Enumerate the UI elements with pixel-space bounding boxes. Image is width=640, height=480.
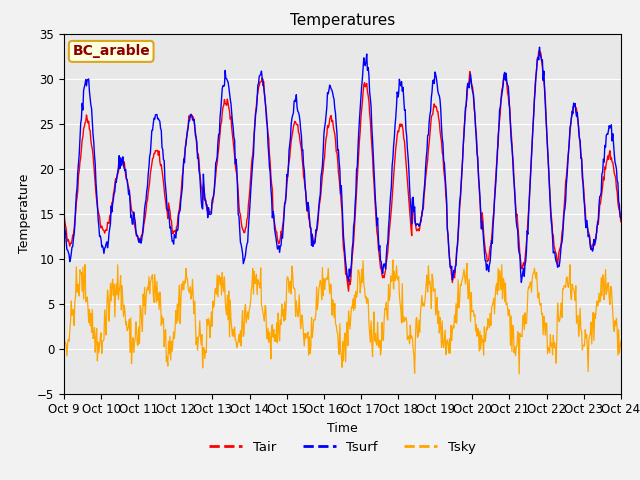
Tsurf — [60, 209, 68, 215]
Title: Temperatures: Temperatures — [290, 13, 395, 28]
Tsurf — [431, 69, 439, 75]
Tsky — [276, 317, 284, 323]
Tsurf — [255, 73, 263, 79]
Line: Tair: Tair — [64, 51, 621, 291]
Tair — [276, 235, 284, 241]
Tsurf — [400, 95, 408, 101]
Tair — [345, 288, 353, 294]
Tsky — [228, 324, 236, 330]
Legend: Tair, Tsurf, Tsky: Tair, Tsurf, Tsky — [204, 435, 481, 459]
Tsky — [255, 280, 263, 286]
Tsurf — [125, 188, 133, 193]
Tsurf — [518, 279, 525, 285]
Tsky — [432, 312, 440, 318]
Line: Tsurf: Tsurf — [64, 47, 621, 282]
Line: Tsky: Tsky — [64, 260, 621, 374]
Tair — [617, 219, 625, 225]
Tsky — [60, 338, 68, 344]
Tsky — [389, 257, 397, 263]
Tsurf — [228, 110, 236, 116]
Tair — [535, 48, 543, 54]
Tair — [401, 138, 408, 144]
Tsky — [401, 319, 408, 324]
Tair — [255, 83, 263, 88]
Tair — [432, 103, 440, 109]
Tsurf — [276, 243, 284, 249]
Tair — [125, 189, 133, 195]
Tair — [228, 125, 236, 131]
Tair — [60, 210, 68, 216]
X-axis label: Time: Time — [327, 422, 358, 435]
Tsurf — [536, 44, 543, 50]
Tsky — [125, 316, 133, 322]
Y-axis label: Temperature: Temperature — [19, 174, 31, 253]
Tsky — [515, 371, 523, 377]
Tsurf — [617, 215, 625, 221]
Text: BC_arable: BC_arable — [72, 44, 150, 59]
Tsky — [617, 338, 625, 344]
